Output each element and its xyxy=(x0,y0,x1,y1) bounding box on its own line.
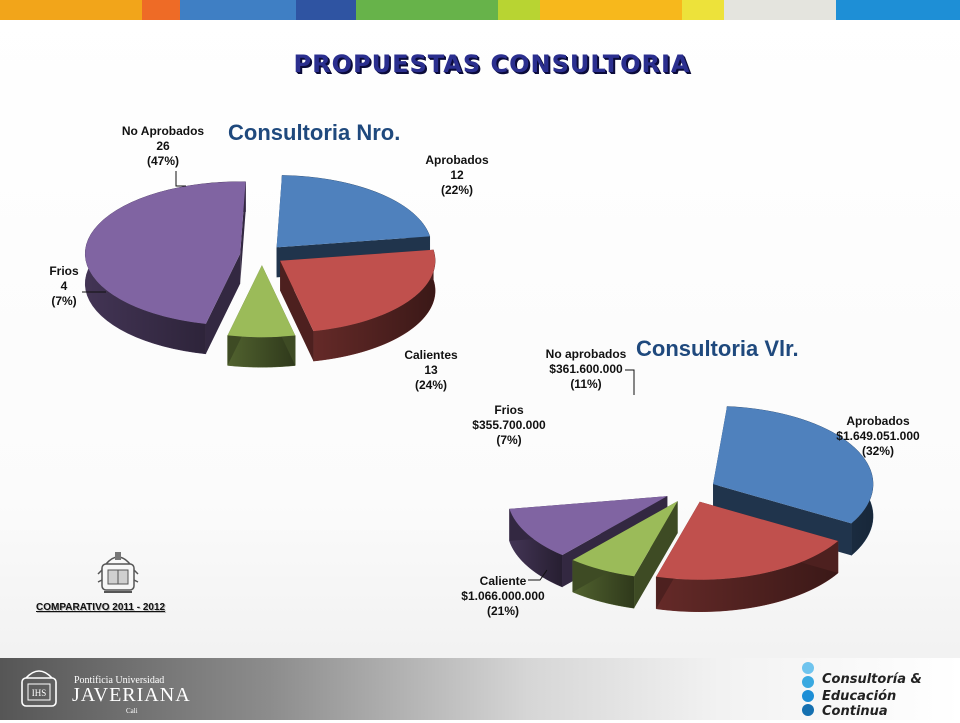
consultoria-brand-logo: Consultoría & Educación Continua xyxy=(796,660,956,719)
top-bar-segment-9 xyxy=(836,0,960,20)
slice-value: $1.649.051.000 xyxy=(836,429,920,443)
university-line1: Pontificia Universidad xyxy=(74,675,165,686)
brand-line1: Consultoría & xyxy=(822,672,922,687)
pie-slice-no-aprobados xyxy=(84,181,246,355)
slice-percent: (21%) xyxy=(487,604,519,618)
chart-title: Consultoria Nro. xyxy=(228,120,400,145)
top-bar-segment-7 xyxy=(682,0,724,20)
pie-slice-frios xyxy=(227,265,296,368)
leader-line xyxy=(625,369,635,395)
data-label-frios: Frios$355.700.000(7%) xyxy=(472,403,546,447)
slice-percent: (11%) xyxy=(570,377,601,391)
brand-line2: Educación Continua xyxy=(822,689,897,719)
slice-label: Frios xyxy=(49,264,79,278)
data-label-no-aprobados: No aprobados$361.600.000(11%) xyxy=(546,347,635,395)
chart-title: Consultoria Vlr. xyxy=(636,336,799,361)
slice-label: Caliente xyxy=(480,574,527,588)
slice-value: $361.600.000 xyxy=(549,362,623,376)
leader-line xyxy=(528,569,548,581)
main-title: PROPUESTAS CONSULTORIA xyxy=(293,50,691,78)
slice-label: Frios xyxy=(494,403,524,417)
pie-slice-caliente xyxy=(655,501,839,612)
top-color-bar xyxy=(0,0,960,20)
slice-percent: (7%) xyxy=(51,294,76,308)
slice-value: 12 xyxy=(450,168,464,182)
university-crest-icon xyxy=(97,552,139,593)
leader-line xyxy=(175,171,186,187)
top-bar-segment-4 xyxy=(356,0,498,20)
slice-label: No aprobados xyxy=(546,347,627,361)
slice-value: $355.700.000 xyxy=(472,418,546,432)
svg-text:IHS: IHS xyxy=(32,688,47,698)
slice-percent: (24%) xyxy=(415,378,447,392)
slice-percent: (22%) xyxy=(441,183,473,197)
top-bar-segment-8 xyxy=(724,0,836,20)
comparativo-label: COMPARATIVO 2011 - 2012 xyxy=(36,602,166,613)
top-bar-segment-0 xyxy=(0,0,142,20)
slice-value: 26 xyxy=(156,139,170,153)
slice-value: $1.066.000.000 xyxy=(461,589,545,603)
top-bar-segment-3 xyxy=(296,0,356,20)
top-bar-segment-5 xyxy=(498,0,540,20)
slice-percent: (7%) xyxy=(496,433,521,447)
slice-label: Aprobados xyxy=(846,414,910,428)
data-label-caliente: Caliente$1.066.000.000(21%) xyxy=(461,569,548,618)
brand-dots-icon xyxy=(802,662,814,716)
pie-slice-frios xyxy=(572,501,678,609)
javeriana-crest-icon: IHS xyxy=(21,670,57,707)
data-label-aprobados: Aprobados$1.649.051.000(32%) xyxy=(836,414,920,458)
top-bar-segment-1 xyxy=(142,0,180,20)
pie-slice-calientes xyxy=(280,249,436,362)
university-name: JAVERIANA xyxy=(72,684,191,706)
slice-value: 13 xyxy=(424,363,438,377)
slice-label: Calientes xyxy=(404,348,458,362)
top-bar-segment-2 xyxy=(180,0,296,20)
chart-consultoria-vlr: Consultoria Vlr.Aprobados$1.649.051.000(… xyxy=(461,336,920,618)
slice-percent: (32%) xyxy=(862,444,894,458)
javeriana-logo: IHS Pontificia Universidad JAVERIANA Cal… xyxy=(14,664,190,716)
slice-percent: (47%) xyxy=(147,154,179,168)
top-bar-segment-6 xyxy=(540,0,682,20)
footer-band: IHS Pontificia Universidad JAVERIANA Cal… xyxy=(0,658,960,720)
slice-label: No Aprobados xyxy=(122,124,205,138)
university-city: Cali xyxy=(126,707,138,715)
slice-value: 4 xyxy=(61,279,68,293)
slice-label: Aprobados xyxy=(425,153,489,167)
